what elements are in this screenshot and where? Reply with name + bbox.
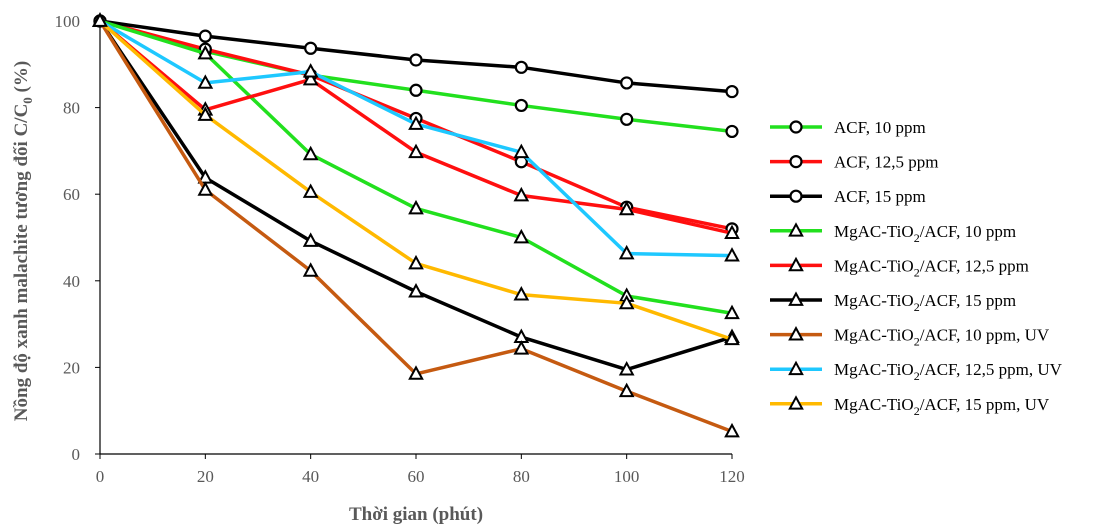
data-point [724, 330, 740, 346]
data-point [514, 60, 528, 74]
series-5 [92, 12, 740, 376]
series-6 [92, 12, 740, 438]
data-point [304, 41, 318, 55]
data-point [409, 53, 423, 67]
data-point [724, 247, 740, 262]
data-point [513, 143, 530, 159]
data-point [513, 340, 530, 355]
data-point [302, 70, 319, 86]
y-tick-label: 100 [55, 12, 81, 31]
legend-marker [789, 189, 803, 203]
data-point [513, 186, 530, 202]
plot-series [92, 12, 740, 438]
x-axis-title: Thời gian (phút) [349, 504, 483, 525]
legend-item: MgAC-TiO2/ACF, 10 ppm [770, 222, 1016, 245]
legend-marker [789, 120, 803, 134]
legend-label: MgAC-TiO2/ACF, 15 ppm, UV [834, 395, 1050, 418]
data-point [724, 422, 740, 438]
y-tick-label: 80 [63, 99, 80, 118]
data-point [302, 262, 319, 277]
data-point [408, 365, 424, 380]
legend-label: MgAC-TiO2/ACF, 12,5 ppm, UV [834, 360, 1063, 383]
legend-marker [788, 395, 804, 410]
x-tick-label: 0 [96, 467, 105, 486]
data-point [620, 112, 634, 126]
legend-label: MgAC-TiO2/ACF, 12,5 ppm [834, 256, 1029, 279]
data-point [409, 83, 423, 97]
legend-item: ACF, 12,5 ppm [770, 153, 938, 172]
series-8 [92, 12, 740, 346]
data-point [197, 181, 214, 196]
legend-marker [788, 360, 804, 376]
y-tick-label: 0 [72, 445, 81, 464]
data-point [302, 63, 319, 78]
y-tick-label: 20 [63, 358, 80, 377]
legend: ACF, 10 ppm ACF, 12,5 ppm ACF, 15 ppm MgAC-… [770, 118, 1063, 418]
data-point [408, 143, 424, 159]
x-tick-label: 80 [513, 467, 530, 486]
data-point [408, 254, 424, 270]
data-point [618, 294, 635, 310]
data-point [618, 244, 635, 260]
data-point [513, 286, 530, 301]
legend-item: MgAC-TiO2/ACF, 12,5 ppm, UV [770, 360, 1063, 383]
data-point [198, 29, 212, 43]
legend-marker [788, 326, 804, 341]
y-tick-label: 60 [63, 185, 80, 204]
data-point [725, 84, 739, 99]
x-tick-label: 40 [302, 467, 319, 486]
legend-label: ACF, 12,5 ppm [834, 153, 938, 172]
data-point [197, 74, 214, 89]
data-point [724, 224, 740, 240]
data-point [408, 283, 424, 298]
legend-item: ACF, 10 ppm [770, 118, 926, 137]
data-point [618, 382, 635, 398]
x-tick-label: 120 [719, 467, 745, 486]
data-point [302, 232, 319, 247]
data-point [514, 98, 528, 113]
axes: 0 20 40 60 80 100 120 0 20 40 60 80 100 [55, 12, 745, 486]
data-point [408, 199, 424, 215]
legend-item: MgAC-TiO2/ACF, 10 ppm, UV [770, 326, 1050, 349]
legend-label: ACF, 15 ppm [834, 187, 926, 206]
data-point [197, 44, 214, 60]
x-tick-label: 20 [197, 467, 214, 486]
legend-label: MgAC-TiO2/ACF, 10 ppm [834, 222, 1016, 245]
x-tick-label: 60 [408, 467, 425, 486]
data-point [620, 76, 634, 90]
x-tick-label: 100 [614, 467, 640, 486]
legend-item: ACF, 15 ppm [770, 187, 926, 206]
legend-item: MgAC-TiO2/ACF, 15 ppm, UV [770, 395, 1050, 418]
legend-marker [788, 291, 804, 306]
data-point [618, 200, 635, 216]
data-point [408, 115, 424, 130]
legend-label: MgAC-TiO2/ACF, 10 ppm, UV [834, 326, 1050, 349]
data-point [197, 106, 214, 121]
legend-marker [788, 222, 804, 237]
data-point [725, 124, 739, 139]
data-point [302, 145, 319, 161]
series-2 [93, 14, 739, 99]
data-point [92, 12, 108, 27]
y-tick-label: 40 [63, 272, 80, 291]
series-line [98, 20, 733, 372]
legend-item: MgAC-TiO2/ACF, 12,5 ppm [770, 256, 1029, 279]
series-7 [92, 12, 740, 262]
y-axis-title: Nồng độ xanh malachite tương đối C/C0 (%… [11, 61, 35, 421]
data-point [724, 304, 740, 320]
legend-item: MgAC-TiO2/ACF, 15 ppm [770, 291, 1016, 314]
legend-label: ACF, 10 ppm [834, 118, 926, 137]
legend-label: MgAC-TiO2/ACF, 15 ppm [834, 291, 1016, 314]
data-point [513, 228, 530, 244]
data-point [618, 360, 635, 376]
legend-marker [788, 256, 804, 272]
data-point [302, 183, 319, 198]
legend-marker [789, 155, 803, 169]
